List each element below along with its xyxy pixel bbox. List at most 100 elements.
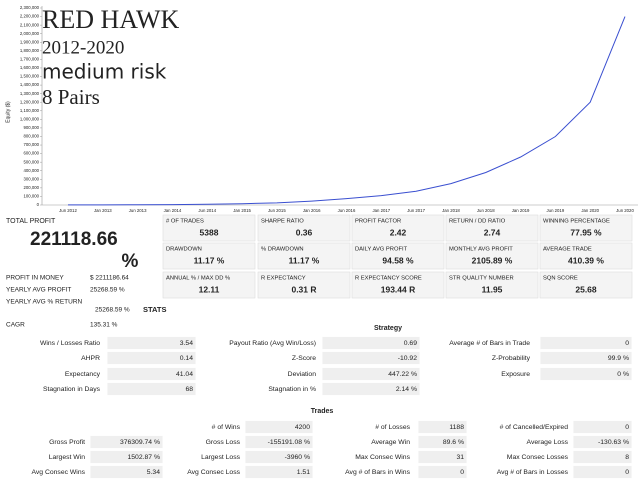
row-label: Stagnation in Days [43,386,101,393]
row-label: Largest Loss [201,454,241,461]
stat-value: 410.39 % [568,255,604,265]
value-box [417,465,468,479]
value-box [244,450,314,464]
y-tick-label: 1,000,000 [20,116,40,121]
value-box [321,351,421,365]
stat-box [539,214,633,242]
stat-box [162,242,256,270]
value-box [572,465,633,479]
row-label: Z-Score [292,355,316,362]
y-tick-label: 1,100,000 [20,108,40,113]
stat-value: 0.36 [296,227,313,237]
title: RED HAWK [42,5,180,34]
row-label: # of Losses [375,424,410,431]
stat-box [162,214,256,242]
row-label: Largest Win [49,454,85,461]
y-tick-label: 1,300,000 [20,91,40,96]
row-label: Wins / Losses Ratio [40,340,100,347]
y-tick-label: 1,600,000 [20,65,40,70]
stat-label: ANNUAL % / MAX DD % [166,276,230,282]
stat-box [539,271,633,299]
row-value: 0.69 [404,340,417,347]
years: 2012-2020 [42,37,124,58]
stat-value: 94.58 % [382,255,414,265]
row-value: 0.14 [180,355,193,362]
y-tick-label: 1,400,000 [20,82,40,87]
value-box [572,435,633,449]
row-value: 447.22 % [388,371,417,378]
y-tick-label: 2,300,000 [20,5,40,10]
row-label: Exposure [501,371,530,378]
y-tick-label: 2,200,000 [20,14,40,19]
row-label: Payout Ratio (Avg Win/Loss) [229,340,316,347]
x-tick-label: Jun 2020 [616,208,634,213]
cagr-label: CAGR [6,322,25,329]
stat-label: SHARPE RATIO [261,219,304,225]
x-tick-label: Jun 2019 [547,208,565,213]
stat-box [257,271,351,299]
row-label: # of Cancelled/Expired [500,424,569,431]
stat-value: 2.42 [390,227,407,237]
value-box [89,465,164,479]
row-label: # of Wins [212,424,241,431]
x-tick-label: Jan 2017 [372,208,390,213]
stat-label: WINNING PERCENTAGE [543,219,610,225]
value-box [106,382,197,396]
row-value: 0 [460,469,464,476]
x-tick-label: Jun 2018 [477,208,495,213]
stat-label: R EXPECTANCY [261,276,306,282]
row-label: Avg # of Bars in Wins [345,469,410,476]
x-tick-label: Jun 2012 [59,208,77,213]
y-tick-label: 700,000 [23,142,39,147]
summary-label: YEARLY AVG PROFIT [6,287,71,294]
x-tick-label: Jun 2016 [338,208,356,213]
x-tick-label: Jan 2014 [164,208,182,213]
row-value: 0 [625,424,629,431]
summary-value: $ 2211186.64 [90,275,129,282]
stat-value: 77.95 % [570,227,602,237]
stat-value: 25.68 [575,284,597,294]
stat-value: 11.17 % [289,255,320,265]
summary-label: YEARLY AVG % RETURN [6,299,83,306]
row-value: 1.51 [297,469,310,476]
row-value: -130.63 % [598,439,629,446]
row-value: 31 [456,454,464,461]
x-tick-label: Jan 2019 [512,208,530,213]
value-box [321,336,421,350]
y-tick-label: 800,000 [23,134,39,139]
row-value: -3960 % [285,454,310,461]
row-value: 0 % [617,371,629,378]
row-label: Average Win [371,439,410,446]
value-box [106,351,197,365]
stat-box [445,271,539,299]
value-box [539,351,633,365]
row-value: 4200 [295,424,310,431]
value-box [321,367,421,381]
row-label: Gross Loss [206,439,241,446]
stat-box [257,242,351,270]
y-tick-label: 600,000 [23,151,39,156]
stat-label: MONTHLY AVG PROFIT [449,247,513,253]
total-profit: 221118.66 [30,229,118,250]
row-value: 41.04 [176,371,193,378]
stat-label: % DRAWDOWN [261,247,304,253]
row-value: 1188 [449,424,464,431]
row-value: 0 [625,340,629,347]
stat-label: R EXPECTANCY SCORE [355,276,422,282]
row-label: Gross Profit [49,439,85,446]
stats-heading: STATS [143,305,166,314]
row-label: Average Loss [527,439,569,446]
row-value: 68 [185,386,193,393]
stat-label: # OF TRADES [166,219,204,225]
row-value: 5.34 [147,469,160,476]
row-label: Deviation [288,371,317,378]
pairs: 8 Pairs [42,85,100,109]
stat-box [162,271,256,299]
summary-value: 25268.59 % [95,307,130,314]
value-box [572,450,633,464]
value-box [106,336,197,350]
x-tick-label: Jan 2013 [94,208,112,213]
row-label: Average # of Bars in Trade [449,340,530,347]
stat-box [539,242,633,270]
row-value: 1502.87 % [127,454,160,461]
